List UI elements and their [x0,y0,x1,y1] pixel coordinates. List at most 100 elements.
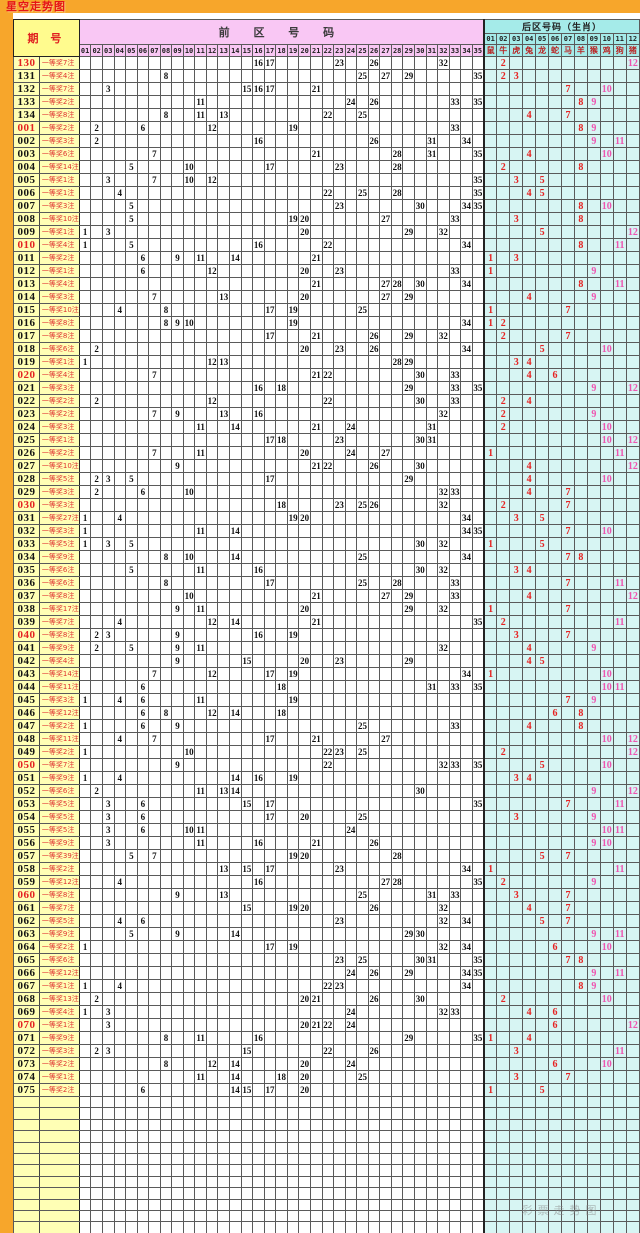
back-cell [548,784,563,798]
front-cell: 21 [309,329,323,343]
front-cell [148,1083,161,1097]
period-cell: 052 [13,784,40,798]
front-cell [101,953,115,967]
back-cell [561,563,575,577]
back-cell [612,706,627,720]
front-cell [425,186,439,200]
front-cell [136,381,150,395]
front-cell [298,472,311,486]
front-cell [125,693,138,707]
front-cell: 35 [471,186,485,200]
front-cell [379,498,392,512]
back-cell [573,355,588,369]
front-cell [205,849,219,863]
front-cell [344,615,358,629]
front-cell [390,550,404,564]
front-cell [101,563,115,577]
front-cell-empty [460,1141,473,1155]
back-cell [561,134,575,148]
front-cell [414,901,427,915]
back-cell: 7 [561,602,575,616]
back-cell [496,589,511,603]
front-cell: 7 [148,147,161,161]
front-cell [333,277,346,291]
front-cell [390,108,404,122]
back-cell [548,69,563,83]
front-cell-empty [148,1221,161,1233]
back-cell [548,420,563,434]
back-cell [482,901,498,915]
front-cell: 10 [182,485,196,499]
period-cell: 054 [13,810,40,824]
front-cell [425,381,439,395]
front-cell [159,264,173,278]
front-cell [252,719,265,733]
front-cell-empty [125,1175,138,1189]
back-cell [561,992,575,1006]
front-cell [205,1018,219,1032]
back-cell [612,251,627,265]
prize-cell: 一等奖9注 [38,1031,80,1045]
back-cell [535,940,550,954]
back-cell: 12 [625,225,640,239]
front-cell [275,277,288,291]
front-cell [298,823,311,837]
front-cell [240,563,254,577]
back-cell [612,264,627,278]
front-cell [194,953,207,967]
front-cell [113,602,127,616]
back-cell [496,979,511,993]
back-cell [625,992,640,1006]
front-cell [148,862,161,876]
front-cell: 1 [78,238,92,252]
front-cell: 11 [194,784,207,798]
front-cell [113,550,127,564]
prize-cell: 一等奖1注 [38,433,80,447]
front-cell [148,888,161,902]
period-cell: 064 [13,940,40,954]
period-cell: 001 [13,121,40,135]
front-cell-empty [240,1107,254,1120]
front-cell [252,173,265,187]
back-cell [522,173,537,187]
front-cell [78,329,92,343]
front-cell: 29 [402,381,415,395]
front-cell [90,862,103,876]
front-cell [275,472,288,486]
front-cell [171,979,184,993]
front-cell [402,1057,415,1071]
back-column-number: 10 [599,33,614,45]
front-cell [275,420,288,434]
front-cell [101,381,115,395]
front-cell-empty [437,1118,450,1132]
front-cell-empty [182,1187,196,1200]
back-cell [535,316,550,330]
back-cell [599,1005,614,1019]
back-cell [586,1057,601,1071]
back-cell [625,1005,640,1019]
front-cell [309,342,323,356]
front-cell [171,95,184,109]
front-cell [356,862,369,876]
back-cell [548,797,563,811]
back-cell-empty [509,1153,524,1166]
front-cell [101,966,115,980]
front-cell: 5 [125,472,138,486]
front-cell [471,160,485,174]
front-cell: 26 [367,329,381,343]
back-cell: 4 [522,771,537,785]
front-cell [286,160,300,174]
front-cell [460,251,473,265]
back-cell: 7 [561,576,575,590]
front-cell: 32 [437,407,450,421]
front-cell [194,810,207,824]
front-cell [125,420,138,434]
front-cell [356,628,369,642]
front-cell-empty [101,1164,115,1177]
front-cell [471,316,485,330]
front-cell [229,953,242,967]
table-row: 038 一等奖17注 9 11 20 29 32 1 7 [13,602,640,616]
front-cell [402,667,415,681]
back-cell [509,446,524,460]
back-cell: 4 [522,1005,537,1019]
